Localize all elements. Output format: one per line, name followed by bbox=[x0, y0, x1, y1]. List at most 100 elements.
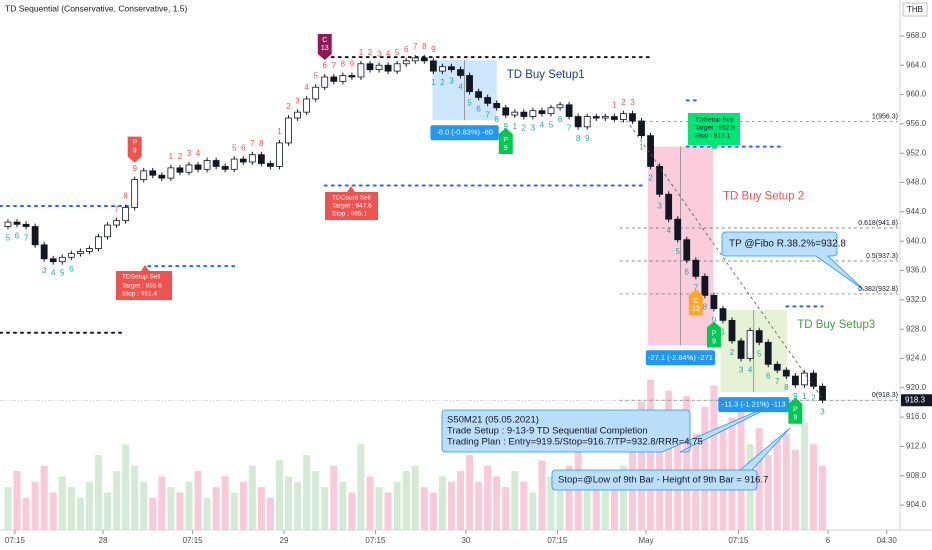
candle-body bbox=[167, 167, 175, 179]
stop-callout bbox=[551, 427, 791, 491]
buy-count: 1 bbox=[721, 327, 726, 336]
candle-body bbox=[801, 372, 808, 386]
td-flag bbox=[706, 321, 721, 348]
candle-body bbox=[185, 164, 193, 173]
volume-bar bbox=[420, 487, 428, 530]
sell-count: 7 bbox=[250, 139, 255, 148]
x-tick-label: 04:30 bbox=[877, 536, 898, 545]
x-tick-label: 30 bbox=[461, 536, 470, 545]
volume-bar bbox=[619, 465, 627, 530]
y-tick-label: 968.0 bbox=[906, 31, 927, 40]
volume-bar bbox=[294, 481, 302, 530]
volume-bar bbox=[303, 455, 311, 530]
buy-count: 5 bbox=[549, 121, 554, 130]
candle-body bbox=[104, 224, 111, 238]
trend-line bbox=[629, 124, 823, 399]
candle-body bbox=[683, 239, 691, 261]
buy-count: 8 bbox=[784, 383, 789, 392]
candle-body bbox=[375, 64, 383, 71]
volume-bar bbox=[330, 465, 338, 530]
plan-line: Trading Plan : Entry=919.5/Stop=916.7/TP… bbox=[447, 437, 703, 448]
sell-count: 2 bbox=[368, 48, 373, 57]
sell-count: 4 bbox=[304, 83, 309, 92]
volume-bar bbox=[484, 465, 492, 530]
volume-bar bbox=[583, 481, 591, 530]
volume-bar bbox=[49, 492, 57, 530]
y-tick-label: 956.0 bbox=[906, 119, 927, 128]
buy-count: 5 bbox=[467, 99, 472, 108]
tdsetup-buy-line: TDSetup Buy bbox=[695, 117, 734, 124]
y-tick-label: 920.0 bbox=[906, 383, 927, 392]
volume-bar bbox=[357, 444, 365, 530]
td-flag bbox=[788, 397, 803, 424]
volume-bar bbox=[665, 390, 673, 530]
candle-body bbox=[438, 66, 446, 72]
candle-body bbox=[502, 107, 510, 116]
buy-count: 9 bbox=[793, 392, 798, 401]
buy-count: 9 bbox=[712, 316, 717, 325]
candle-body bbox=[457, 69, 464, 76]
volume-bar bbox=[647, 380, 655, 530]
candle-body bbox=[321, 76, 329, 88]
price-layer bbox=[4, 54, 826, 404]
indicator-title: TD Sequential (Conservative, Conservativ… bbox=[5, 3, 188, 13]
candle-body bbox=[86, 248, 93, 252]
candle-body bbox=[221, 166, 229, 170]
tp-callout bbox=[721, 231, 865, 291]
volume-bar bbox=[402, 471, 410, 530]
td-flag bbox=[498, 128, 513, 155]
last-price-box bbox=[901, 394, 932, 407]
fib-label: 0.618(941.8) bbox=[858, 220, 898, 227]
td-flag bbox=[688, 289, 703, 316]
volume-bar bbox=[592, 471, 600, 530]
candle-body bbox=[819, 385, 826, 401]
buy-count: 6 bbox=[685, 267, 690, 276]
y-tick-label: 912.0 bbox=[906, 442, 927, 451]
sell-count: 1 bbox=[612, 101, 617, 110]
volume-bar bbox=[203, 497, 211, 530]
candle-body bbox=[746, 330, 754, 359]
buy-count: 4 bbox=[458, 83, 463, 92]
candle-body bbox=[764, 341, 772, 365]
buy-count: 5 bbox=[60, 269, 65, 278]
candle-body bbox=[638, 120, 645, 137]
tdsetup-sell-line: Stop : 951.4 bbox=[122, 291, 157, 298]
td-flag bbox=[317, 34, 332, 61]
volume-bar bbox=[565, 465, 573, 530]
volume-bar bbox=[556, 487, 564, 530]
y-tick-label: 936.0 bbox=[906, 266, 927, 275]
candle-body bbox=[493, 102, 501, 109]
region-label: TD Buy Setup1 bbox=[507, 69, 585, 81]
sell-count: 8 bbox=[422, 42, 427, 51]
td-flag-number: 13 bbox=[321, 45, 329, 52]
candle-body bbox=[529, 110, 537, 117]
buy-count: 4 bbox=[666, 226, 671, 235]
volume-bar bbox=[266, 497, 274, 530]
measure-box bbox=[718, 397, 790, 413]
x-tick-label: 29 bbox=[280, 536, 289, 545]
volume-bar bbox=[456, 471, 464, 530]
buy-count: 8 bbox=[576, 134, 581, 143]
volume-bar bbox=[194, 471, 202, 530]
x-tick-label: 07:15 bbox=[5, 536, 26, 545]
volume-bar bbox=[791, 449, 799, 530]
candle-body bbox=[466, 75, 473, 93]
candle-body bbox=[556, 104, 564, 109]
y-tick-label: 924.0 bbox=[906, 354, 927, 363]
last-price-label: 918.3 bbox=[905, 395, 926, 404]
tdsetup-sell-line: TDSetup Sell bbox=[122, 274, 161, 281]
buy-count: 6 bbox=[766, 371, 771, 380]
measure-box bbox=[430, 125, 499, 141]
tp-text: TP @Fibo R.38.2%=932.8 bbox=[729, 239, 846, 250]
y-tick-label: 948.0 bbox=[906, 178, 927, 187]
sell-count: 1 bbox=[277, 127, 282, 136]
volume-bar bbox=[221, 476, 229, 530]
candle-body bbox=[511, 111, 519, 116]
tdsetup-buy-box bbox=[688, 113, 740, 150]
candle-body bbox=[710, 295, 718, 310]
candle-body bbox=[475, 91, 483, 98]
buy-count: 1 bbox=[431, 78, 436, 87]
y-tick-label: 960.0 bbox=[906, 90, 927, 99]
tdcount-sell-box bbox=[325, 186, 378, 220]
currency-box bbox=[902, 2, 928, 17]
